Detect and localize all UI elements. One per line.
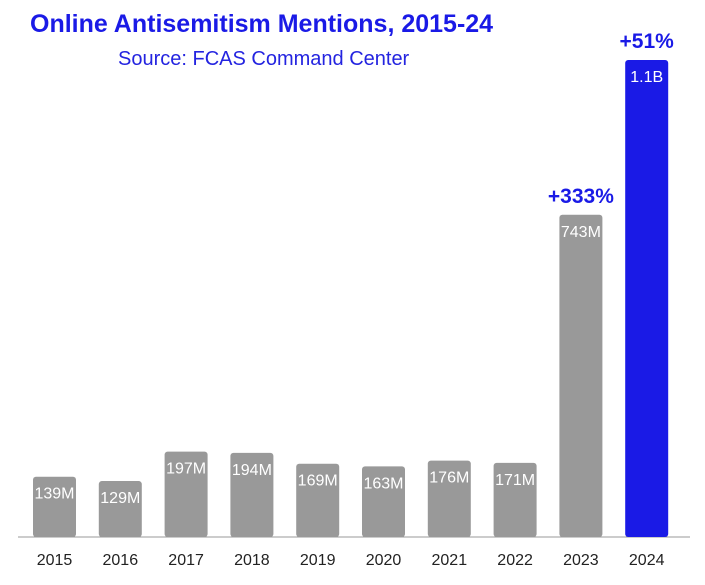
data-label-2017: 197M	[166, 461, 206, 478]
x-tick-label-2021: 2021	[432, 552, 468, 569]
data-label-2022: 171M	[495, 472, 535, 489]
x-tick-label-2020: 2020	[366, 552, 402, 569]
data-label-2015: 139M	[34, 486, 74, 503]
data-label-2019: 169M	[298, 473, 338, 490]
bar-2020	[362, 466, 405, 537]
data-label-2020: 163M	[363, 475, 403, 492]
bar-2016	[98, 481, 142, 537]
x-tick-label-2022: 2022	[497, 552, 533, 569]
x-tick-label-2017: 2017	[168, 552, 204, 569]
bar-2021	[427, 460, 471, 537]
data-label-2023: 743M	[561, 224, 601, 241]
bar-2017	[164, 451, 208, 537]
data-label-2018: 194M	[232, 462, 272, 479]
x-tick-label-2018: 2018	[234, 552, 270, 569]
bar-2022	[493, 462, 537, 537]
chart-subtitle: Source: FCAS Command Center	[118, 48, 410, 70]
chart-title: Online Antisemitism Mentions, 2015-24	[30, 10, 494, 38]
bar-2019	[296, 463, 340, 537]
bar-2018	[230, 452, 274, 537]
bar-2015	[33, 476, 76, 537]
x-tick-label-2023: 2023	[563, 552, 599, 569]
x-tick-label-2016: 2016	[103, 552, 139, 569]
data-label-2021: 176M	[429, 470, 469, 487]
x-tick-label-2024: 2024	[629, 552, 665, 569]
bar-2023	[559, 214, 603, 538]
data-label-2024: 1.1B	[630, 69, 663, 86]
x-tick-label-2019: 2019	[300, 552, 336, 569]
growth-annotation-2024: +51%	[620, 30, 675, 53]
bar-2024	[625, 60, 669, 537]
x-tick-label-2015: 2015	[37, 552, 73, 569]
data-label-2016: 129M	[100, 490, 140, 507]
growth-annotation-2023: +333%	[548, 185, 614, 208]
